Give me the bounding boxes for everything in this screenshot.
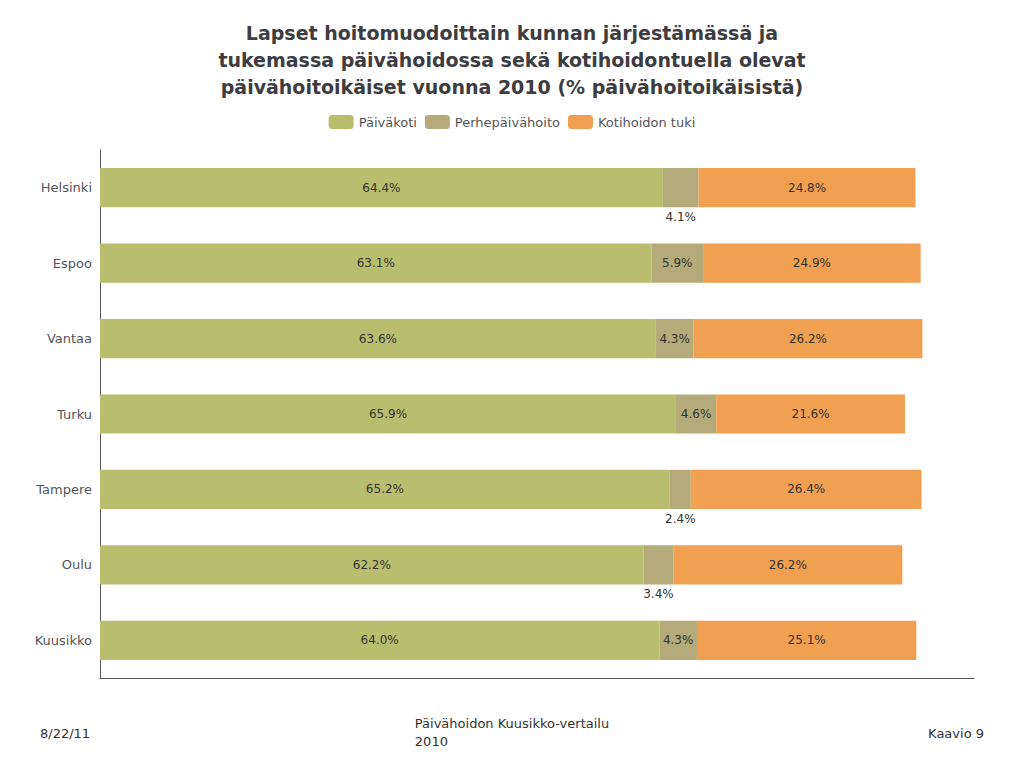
- svg-text:26.2%: 26.2%: [789, 332, 827, 346]
- svg-text:5.9%: 5.9%: [662, 256, 693, 270]
- svg-text:Oulu: Oulu: [62, 557, 92, 572]
- svg-text:Kuusikko: Kuusikko: [35, 633, 92, 648]
- svg-text:2.4%: 2.4%: [665, 512, 696, 526]
- svg-text:21.6%: 21.6%: [791, 407, 829, 421]
- svg-text:24.9%: 24.9%: [793, 256, 831, 270]
- svg-text:26.4%: 26.4%: [787, 482, 825, 496]
- svg-text:2010: 2010: [415, 734, 448, 749]
- svg-text:64.0%: 64.0%: [361, 633, 399, 647]
- svg-text:Päiväkoti: Päiväkoti: [359, 115, 417, 130]
- svg-text:25.1%: 25.1%: [788, 633, 826, 647]
- svg-text:Lapset hoitomuodoittain kunnan: Lapset hoitomuodoittain kunnan järjestäm…: [246, 22, 778, 44]
- svg-text:65.2%: 65.2%: [366, 482, 404, 496]
- svg-text:4.3%: 4.3%: [659, 332, 690, 346]
- svg-text:3.4%: 3.4%: [643, 587, 674, 601]
- svg-text:4.6%: 4.6%: [681, 407, 712, 421]
- svg-text:Tampere: Tampere: [35, 482, 92, 497]
- svg-text:Espoo: Espoo: [53, 256, 92, 271]
- svg-text:Kotihoidon tuki: Kotihoidon tuki: [598, 115, 695, 130]
- svg-text:64.4%: 64.4%: [362, 181, 400, 195]
- svg-text:Päivähoidon Kuusikko-vertailu: Päivähoidon Kuusikko-vertailu: [415, 716, 609, 731]
- svg-text:4.1%: 4.1%: [666, 210, 697, 224]
- svg-text:Helsinki: Helsinki: [41, 180, 92, 195]
- svg-text:65.9%: 65.9%: [369, 407, 407, 421]
- svg-text:62.2%: 62.2%: [353, 558, 391, 572]
- svg-text:Kaavio 9: Kaavio 9: [928, 726, 984, 741]
- svg-text:tukemassa päivähoidossa sekä k: tukemassa päivähoidossa sekä kotihoidont…: [218, 49, 805, 71]
- svg-text:Turku: Turku: [56, 407, 92, 422]
- svg-text:Vantaa: Vantaa: [47, 331, 92, 346]
- svg-text:4.3%: 4.3%: [663, 633, 694, 647]
- svg-text:Perhepäivähoito: Perhepäivähoito: [455, 115, 560, 130]
- svg-text:päivähoitoikäiset vuonna 2010: päivähoitoikäiset vuonna 2010 (% päiväho…: [221, 76, 804, 98]
- svg-text:63.6%: 63.6%: [359, 332, 397, 346]
- svg-text:63.1%: 63.1%: [357, 256, 395, 270]
- svg-text:8/22/11: 8/22/11: [40, 726, 90, 741]
- svg-text:26.2%: 26.2%: [769, 558, 807, 572]
- svg-text:24.8%: 24.8%: [788, 181, 826, 195]
